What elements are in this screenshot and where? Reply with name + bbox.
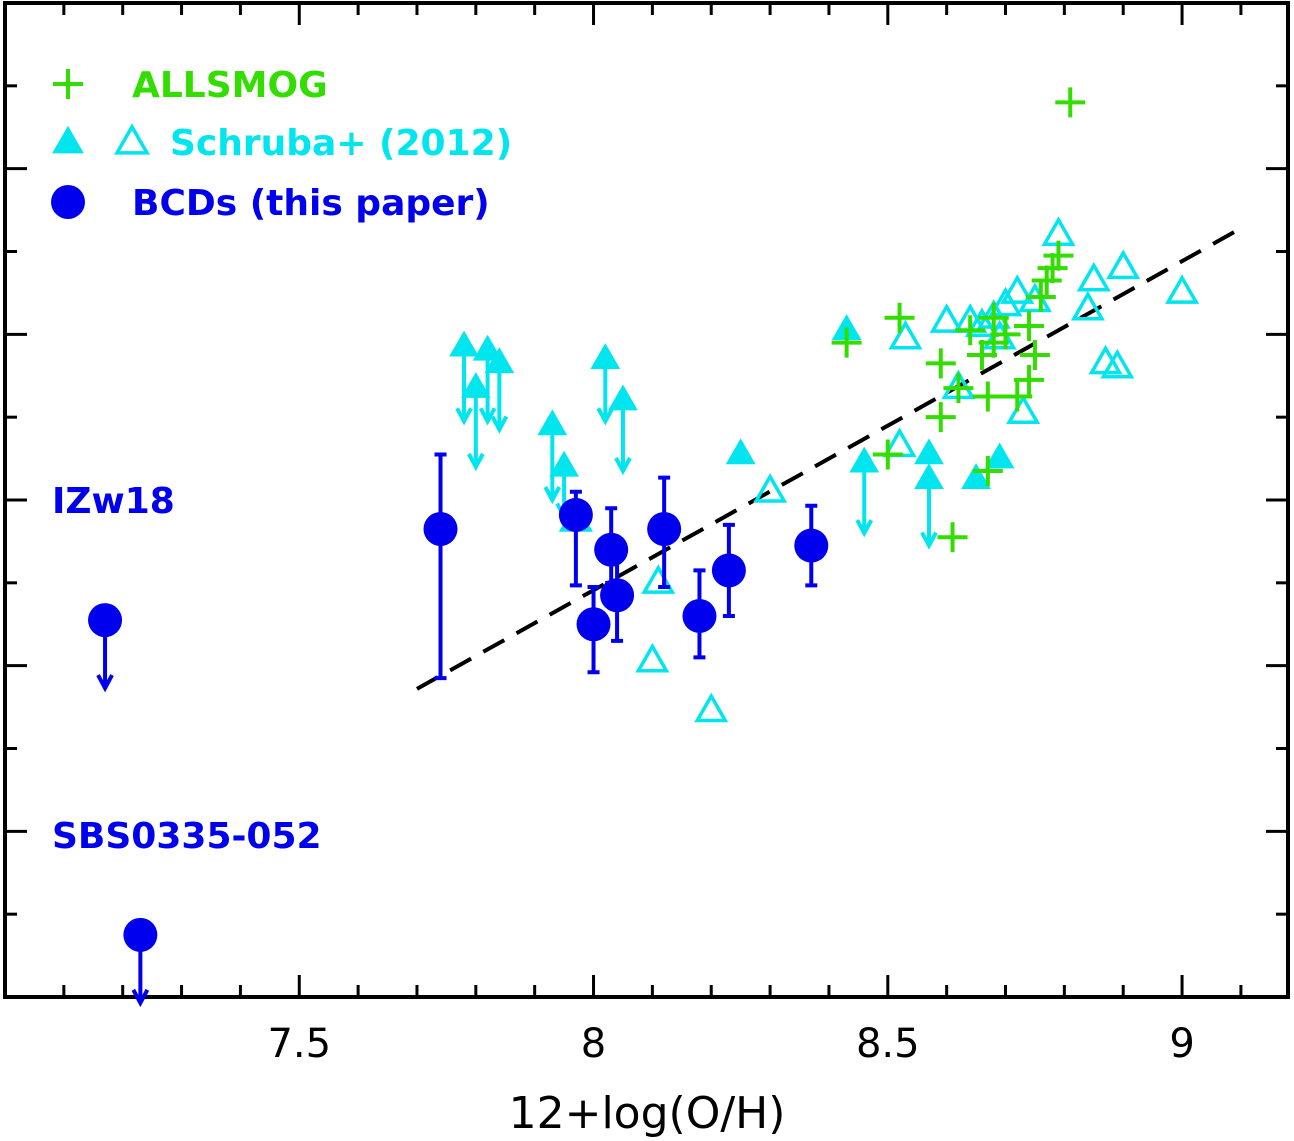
annotation-sbs0335: SBS0335-052	[52, 816, 322, 857]
schruba-limit-arrow	[614, 400, 632, 476]
allsmog-point	[1025, 282, 1056, 313]
schruba-open-point	[1165, 274, 1200, 304]
schruba-limit-arrow	[543, 425, 562, 505]
allsmog-point	[1014, 311, 1045, 342]
schruba-open-point	[1000, 274, 1035, 304]
x-tick-label: 9	[1169, 1021, 1194, 1067]
bcd-point	[594, 532, 629, 567]
bcd-point	[558, 497, 593, 532]
schruba-limit-point	[914, 463, 944, 490]
schruba-open-point	[753, 473, 788, 503]
bcd-point	[794, 528, 829, 563]
bcd-point	[647, 511, 682, 546]
schruba-limit-point	[608, 384, 638, 411]
schruba-open-point	[1076, 261, 1111, 292]
schruba-open-point	[988, 286, 1023, 317]
bcd-point	[682, 598, 717, 633]
allsmog-point	[872, 439, 903, 470]
schruba-open-point	[888, 319, 923, 350]
schruba-limit-arrow	[490, 363, 509, 434]
schruba-limit-arrow	[855, 462, 874, 538]
allsmog-point	[1043, 240, 1074, 271]
schruba-open-point	[929, 303, 964, 333]
x-tick-label: 7.5	[267, 1021, 331, 1067]
schruba-limit-arrow	[920, 479, 938, 550]
allsmog-point	[972, 456, 1003, 487]
legend-marker-schruba-filled	[52, 125, 84, 154]
x-tick-label: 8.5	[856, 1021, 920, 1067]
schruba-filled-point	[914, 438, 944, 465]
fit-line-group	[415, 226, 1242, 691]
legend-marker-allsmog	[53, 69, 83, 99]
schruba-limit-arrow	[596, 359, 615, 426]
bcd-errorbar	[434, 452, 447, 681]
allsmog-point	[925, 348, 956, 379]
x-axis-label: 12+log(O/H)	[509, 1088, 786, 1139]
schruba-limit-point	[484, 347, 515, 374]
bcd-point	[576, 607, 611, 642]
allsmog-point	[925, 402, 956, 433]
schruba-filled-point	[725, 438, 756, 465]
fit-line	[415, 226, 1242, 691]
allsmog-point	[1019, 340, 1050, 371]
allsmog-point	[937, 522, 968, 553]
schruba-limit-point	[537, 409, 568, 436]
legend-label-bcds: BCDs (this paper)	[132, 183, 490, 224]
schruba-open-point	[1070, 290, 1105, 321]
schruba-open-point	[1106, 249, 1141, 280]
schruba-limit-arrow	[478, 350, 497, 426]
bcd-point	[711, 553, 746, 588]
bcd-point	[600, 578, 635, 613]
allsmog-point	[972, 381, 1003, 412]
allsmog-point	[1002, 381, 1033, 412]
schruba-open-point	[635, 642, 670, 673]
legend-marker-bcds	[51, 185, 85, 219]
x-tick-label: 8	[581, 1021, 606, 1067]
legend-label-schruba: Schruba+ (2012)	[170, 123, 512, 164]
schruba-limit-point	[472, 334, 503, 361]
bcd-point	[423, 511, 458, 546]
schruba-open-point	[964, 307, 999, 338]
annotation-izw18: IZw18	[52, 481, 175, 522]
allsmog-point	[1031, 265, 1062, 296]
axes: 7.5 8 8.5 9	[3, 1, 1290, 1067]
annotations: IZw18 SBS0335-052	[52, 481, 322, 857]
series-group	[88, 87, 1200, 1008]
schruba-limit-arrow	[467, 388, 485, 472]
allsmog-point	[955, 315, 986, 346]
schruba-open-point	[1006, 394, 1041, 425]
schruba-open-point	[1100, 348, 1135, 379]
allsmog-point	[990, 319, 1021, 350]
schruba-filled-point	[984, 442, 1015, 469]
schruba-limit-point	[449, 330, 479, 357]
schruba-open-point	[1041, 216, 1076, 246]
allsmog-point	[884, 302, 915, 333]
allsmog-point	[943, 373, 974, 404]
schruba-limit-arrow	[455, 346, 473, 426]
schruba-limit-point	[590, 343, 621, 369]
schruba-limit-point	[849, 446, 880, 473]
allsmog-point	[1037, 253, 1068, 284]
schruba-limit-point	[549, 450, 579, 477]
legend-label-allsmog: ALLSMOG	[132, 65, 328, 106]
legend: ALLSMOG Schruba+ (2012) BCDs (this paper…	[51, 65, 512, 224]
schruba-limit-point	[460, 372, 491, 398]
allsmog-point	[1055, 87, 1086, 118]
bcd-limit-point	[88, 603, 123, 638]
allsmog-point	[831, 327, 862, 358]
schruba-open-point	[694, 692, 729, 723]
schruba-filled-point	[961, 463, 991, 490]
allsmog-point	[1014, 364, 1045, 395]
bcd-limit-point	[123, 917, 158, 952]
legend-marker-schruba-open	[113, 123, 151, 155]
